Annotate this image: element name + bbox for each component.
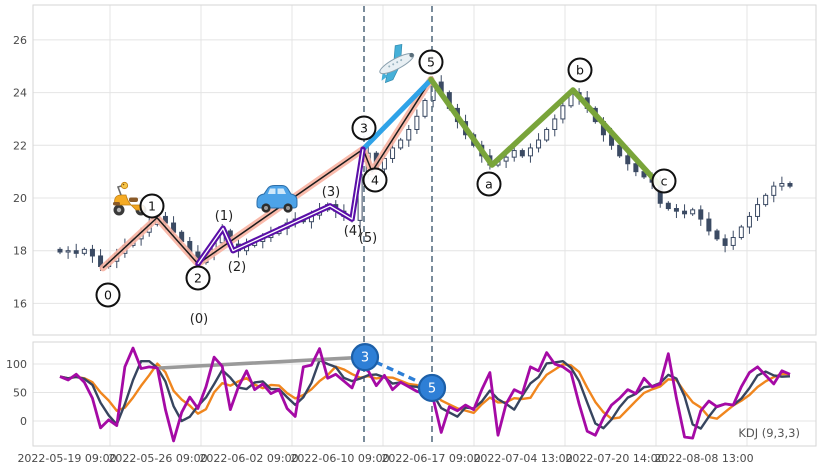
kdj-marker-label: 5 xyxy=(428,381,436,396)
candle-body xyxy=(544,128,550,141)
x-tick-label: 2022-07-20 14:00 xyxy=(565,452,664,465)
candle-body xyxy=(738,226,744,239)
candle-body xyxy=(536,139,542,149)
candle-body xyxy=(755,204,761,217)
price-tick-label: 22 xyxy=(13,139,27,152)
candle-body xyxy=(552,118,558,130)
price-panel-border xyxy=(32,4,817,336)
car-icon xyxy=(256,185,298,213)
x-tick-label: 2022-07-04 13:00 xyxy=(473,452,572,465)
candle-body xyxy=(406,128,412,141)
wave-circle-label: 1 xyxy=(148,199,156,214)
candle-body xyxy=(779,183,785,187)
kdj-tick-label: 50 xyxy=(13,387,27,400)
candle-body xyxy=(673,208,679,212)
wave-circle xyxy=(351,115,377,141)
x-tick-label: 2022-06-10 09:00 xyxy=(290,452,389,465)
wave-abc-line xyxy=(428,76,661,187)
kdj-tick-label: 100 xyxy=(6,358,27,371)
candlesticks xyxy=(57,75,793,271)
candle-body xyxy=(665,202,671,210)
wave-sub-label: (0) xyxy=(190,312,208,327)
candle-body xyxy=(625,155,631,165)
wave-circle xyxy=(362,167,388,193)
candle-body xyxy=(746,215,752,228)
kdj-marker-circle xyxy=(417,373,447,403)
candle-body xyxy=(57,248,63,253)
candle-body xyxy=(722,238,728,246)
wave-sub-label: (3) xyxy=(322,185,340,200)
candle-body xyxy=(714,230,720,240)
wave-circle-label: 4 xyxy=(371,173,379,188)
wave-circle-label: c xyxy=(661,174,668,189)
wave-circle xyxy=(139,193,165,219)
candle-body xyxy=(682,210,688,215)
candle-body xyxy=(422,100,428,117)
candle-body xyxy=(787,183,793,187)
x-tick-label: 2022-06-02 09:00 xyxy=(199,452,298,465)
wave-circle xyxy=(95,282,121,308)
candle-body xyxy=(511,150,517,158)
wave-blue-line xyxy=(360,78,433,152)
candle-body xyxy=(65,250,71,253)
x-tick-label: 2022-08-08 13:00 xyxy=(654,452,753,465)
wave-sub-label: (5) xyxy=(359,231,377,246)
x-tick-label: 2022-06-17 09:00 xyxy=(381,452,480,465)
kdj-panel-border xyxy=(32,341,817,447)
candle-body xyxy=(89,248,95,257)
candle-body xyxy=(706,218,712,232)
kdj-panel: 35 xyxy=(59,343,791,443)
wave-circle xyxy=(418,49,444,75)
wave-labels: 0 1 2 3 4 5 a b c (0) (1) (2) (3) (4)(5) xyxy=(95,49,677,327)
wave-circle xyxy=(567,57,593,83)
wave-circle-label: 3 xyxy=(360,121,368,136)
candle-body xyxy=(560,105,566,120)
wave-sub-core-line xyxy=(197,149,364,265)
kdj-tick-label: 0 xyxy=(20,415,27,428)
wave-sub-label: (1) xyxy=(215,209,233,224)
x-tick-label: 2022-05-19 09:00 xyxy=(17,452,116,465)
wave-circle-label: b xyxy=(576,63,584,78)
price-tick-label: 16 xyxy=(13,297,27,310)
candle-body xyxy=(730,237,736,246)
wave-circle xyxy=(476,171,502,197)
wave-sub-label: (4) xyxy=(344,224,362,239)
candle-body xyxy=(503,156,509,162)
candle-body xyxy=(519,150,525,157)
candle-body xyxy=(398,139,404,149)
candle-body xyxy=(81,248,87,254)
kdj-marker-label: 3 xyxy=(361,351,369,366)
wave-circle-label: a xyxy=(485,177,493,192)
x-tick-label: 2022-05-26 09:00 xyxy=(108,452,207,465)
candle-body xyxy=(414,115,420,130)
candle-body xyxy=(633,163,639,173)
price-tick-label: 24 xyxy=(13,87,27,100)
kdj-gray-trendline xyxy=(158,355,367,370)
candle-body xyxy=(763,194,769,206)
candle-body xyxy=(771,185,777,196)
candle-body xyxy=(73,250,79,254)
kdj-marker-circle xyxy=(350,343,380,372)
wave-circle xyxy=(651,168,677,194)
wave-circle-label: 0 xyxy=(104,288,112,303)
candle-body xyxy=(390,147,396,159)
wave-circle xyxy=(185,265,211,291)
price-tick-label: 26 xyxy=(13,34,27,47)
kdj-caption: KDJ (9,3,3) xyxy=(738,426,800,440)
wave-circle-label: 2 xyxy=(194,271,202,286)
candle-body xyxy=(698,209,704,220)
wave-sub-label: (2) xyxy=(228,260,246,275)
candle-body xyxy=(690,209,696,215)
candle-body xyxy=(527,147,533,157)
wave-circle-label: 5 xyxy=(427,55,435,70)
price-tick-label: 20 xyxy=(13,192,27,205)
price-tick-label: 18 xyxy=(13,245,27,258)
airplane-icon xyxy=(379,43,415,84)
